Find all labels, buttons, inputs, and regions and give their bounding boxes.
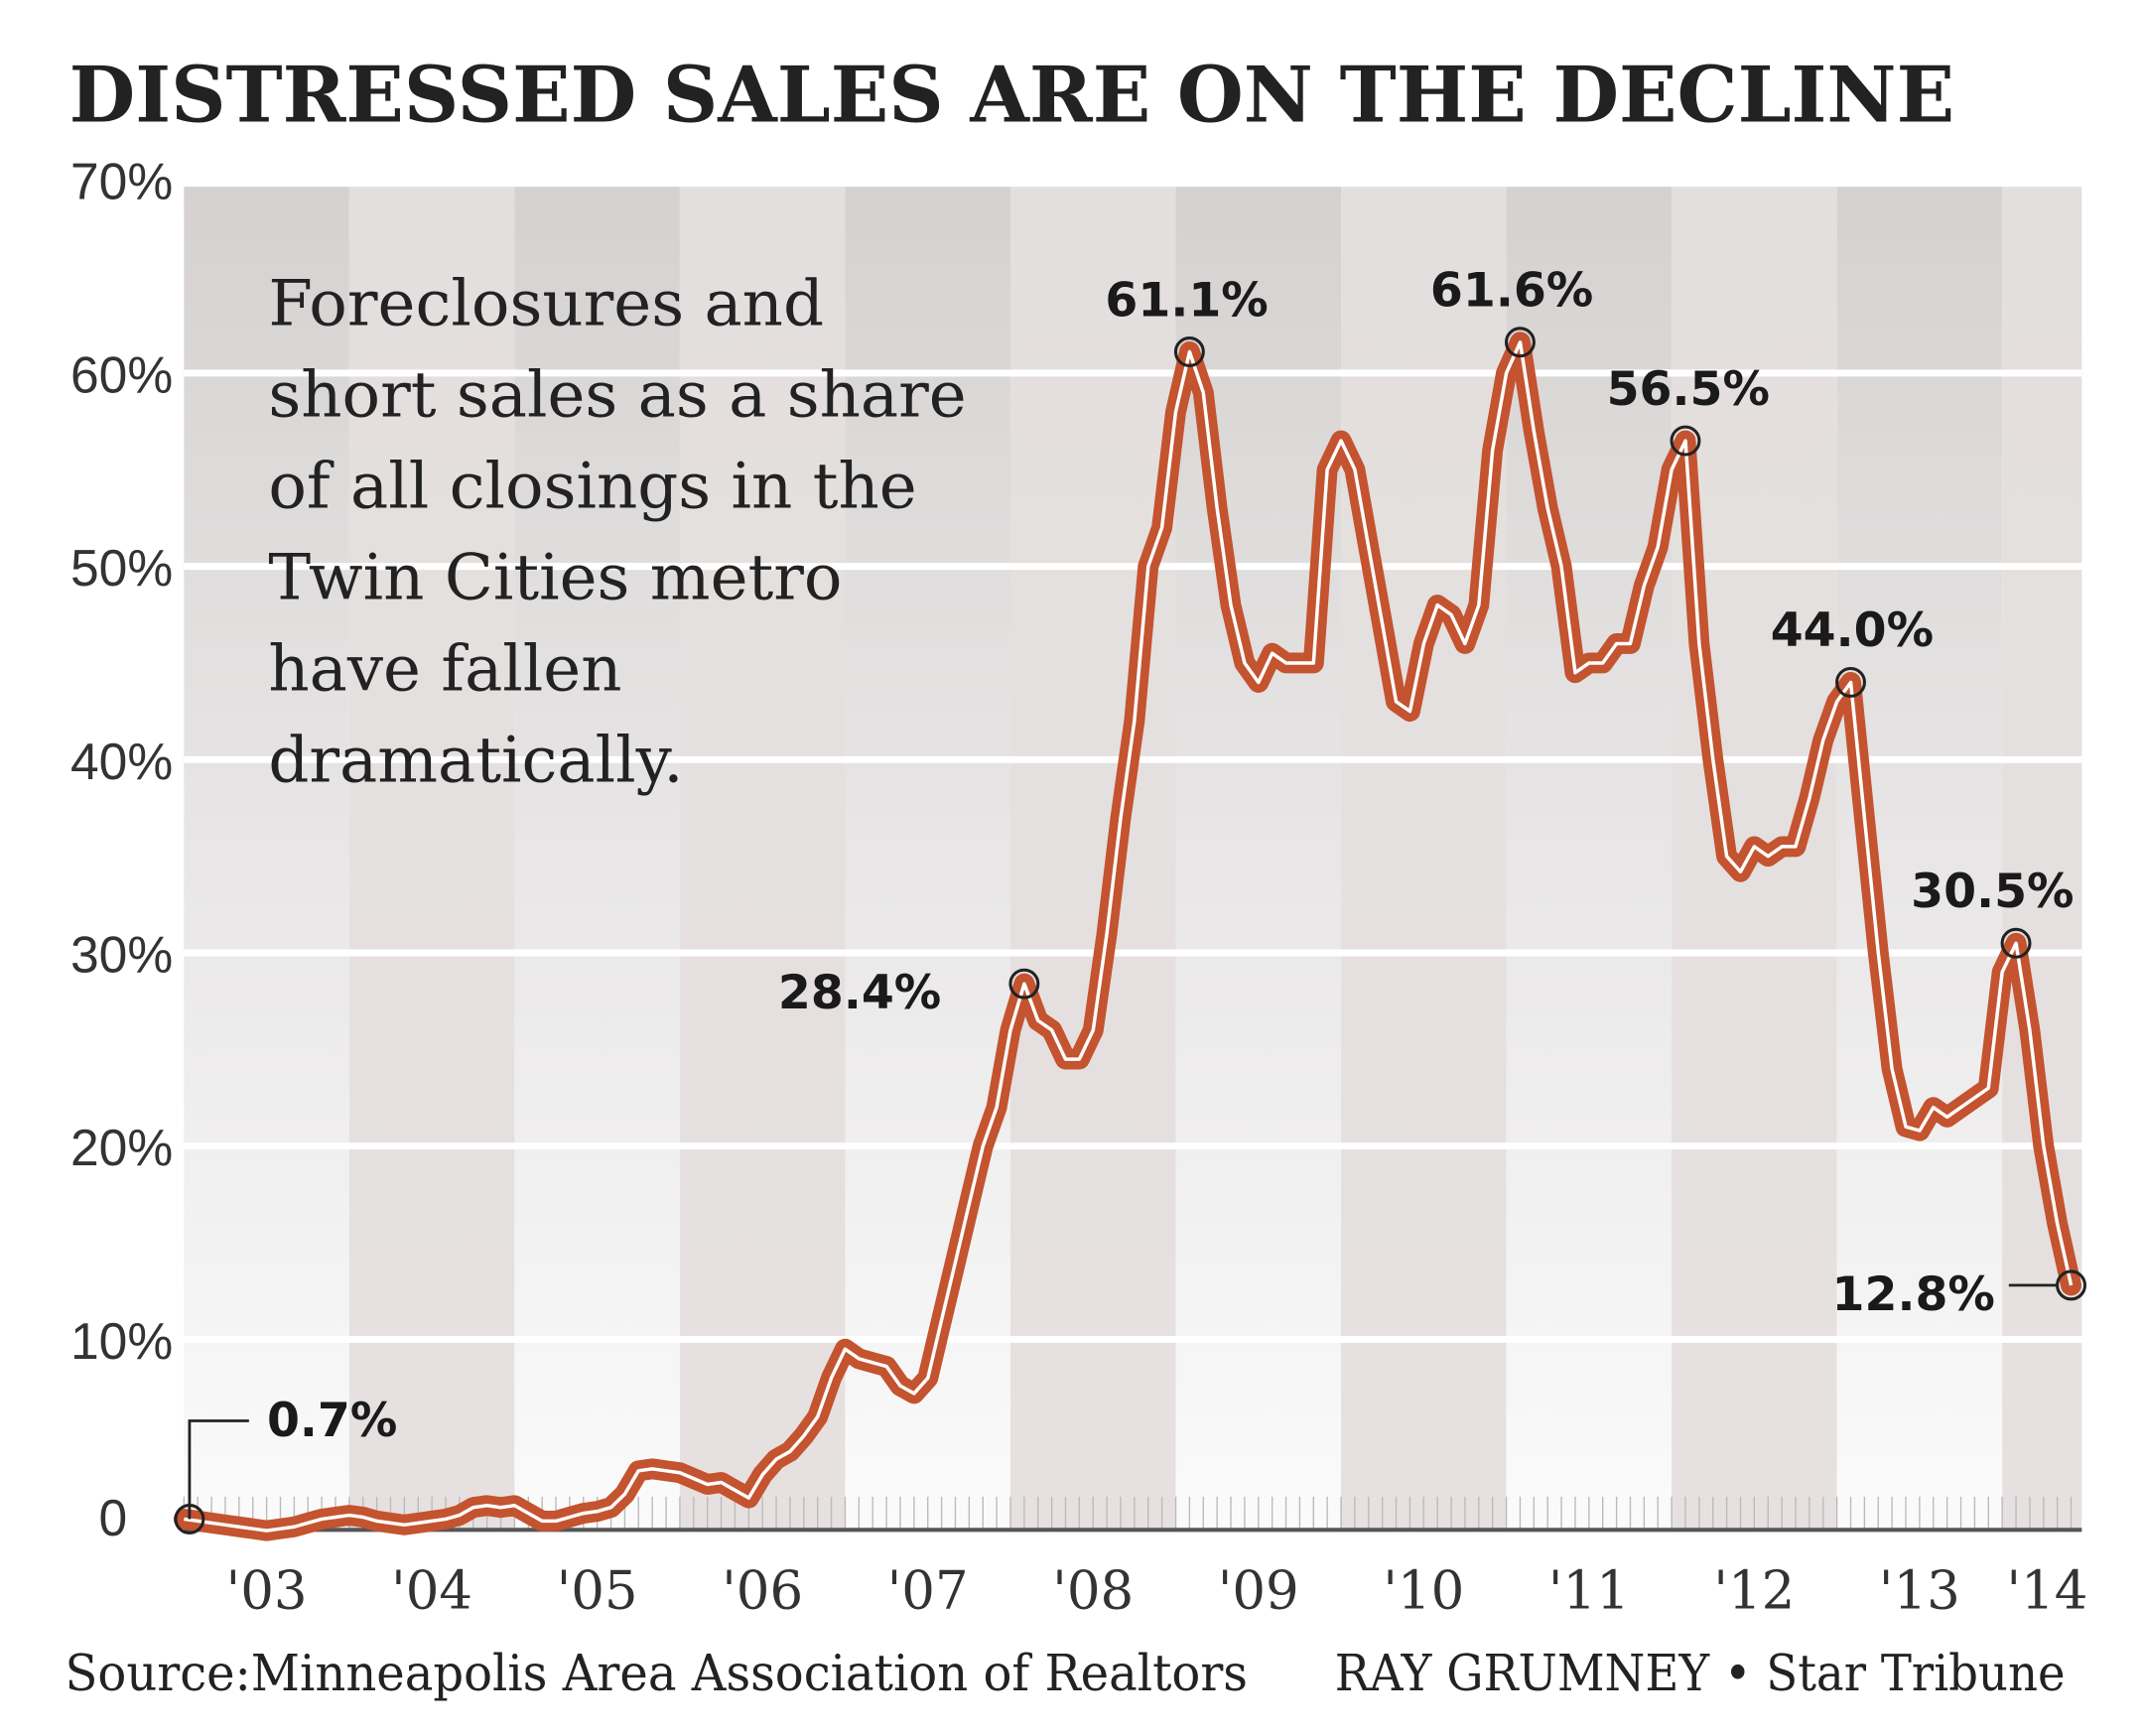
month-ticks [183,1496,2073,1529]
y-axis-ticks: 0 10% 20% 30% 40% 50% 60% 70% [70,153,173,1546]
leader-line [188,1419,249,1520]
y-tick-label: 70% [70,153,173,210]
y-tick-label: 50% [70,539,173,597]
x-tick-label: '06 [722,1561,803,1622]
data-label: 28.4% [778,966,941,1020]
credit-note: RAY GRUMNEY • Star Tribune [1335,1644,2066,1702]
annotation-line: Twin Cities metro [268,541,842,614]
annotation-line: have fallen [268,632,621,706]
data-label: 61.6% [1430,264,1593,319]
labeled-points: 0.7% 28.4% 61.1% 61.6% 56.5% 44.0% 30.5% 12.8% [174,264,2087,1535]
x-tick-label: '03 [226,1561,308,1622]
source-note: Source:Minneapolis Area Association of R… [65,1644,1247,1702]
year-band [1009,187,1176,1531]
series-line-inner [184,340,2074,1533]
point-marker [1835,666,1866,698]
point-marker [2000,927,2032,959]
y-tick-label: 30% [70,926,173,984]
annotation-line: of all closings in the [268,450,916,523]
x-tick-label: '10 [1383,1561,1464,1622]
year-band [2002,187,2082,1531]
chart-title: DISTRESSED SALES ARE ON THE DECLINE [69,51,1954,141]
annotation-line: dramatically. [268,724,683,797]
series-line [173,332,2082,1541]
year-band [845,187,1010,1531]
year-band [679,187,846,1531]
data-label: 61.1% [1105,273,1268,328]
x-tick-label: '09 [1218,1561,1299,1622]
data-label: 0.7% [267,1394,397,1448]
x-tick-label: '14 [2006,1561,2087,1622]
data-label: 12.8% [1832,1268,1995,1322]
year-band [514,187,680,1531]
x-tick-label: '11 [1548,1561,1630,1622]
x-tick-label: '12 [1713,1561,1795,1622]
year-band [184,187,349,1531]
annotation-line: short sales as a share [268,359,966,433]
y-tick-label: 20% [70,1119,173,1176]
year-band [348,187,515,1531]
x-tick-label: '08 [1052,1561,1134,1622]
x-tick-label: '05 [557,1561,638,1622]
y-tick-label: 60% [70,345,173,403]
y-tick-label: 10% [70,1312,173,1370]
y-tick-label: 0 [99,1489,128,1546]
data-label: 56.5% [1607,362,1770,417]
year-bands [184,187,2082,1531]
x-tick-label: '07 [887,1561,969,1622]
point-marker [1008,968,1040,1000]
data-label: 44.0% [1771,603,1934,658]
point-marker [1670,425,1701,457]
annotation-text: Foreclosures and short sales as a share of… [268,268,966,798]
annotation-line: Foreclosures and [268,268,824,341]
x-axis-ticks: '03 '04 '05 '06 '07 '08 '09 '10 '11 '12 '13 '14 [226,1561,2088,1622]
y-tick-label: 40% [70,733,173,790]
data-label: 30.5% [1911,865,2074,919]
point-marker [1504,327,1536,358]
x-tick-label: '13 [1879,1561,1960,1622]
point-marker [1173,336,1205,367]
year-band [1341,187,1507,1531]
x-tick-label: '04 [391,1561,472,1622]
